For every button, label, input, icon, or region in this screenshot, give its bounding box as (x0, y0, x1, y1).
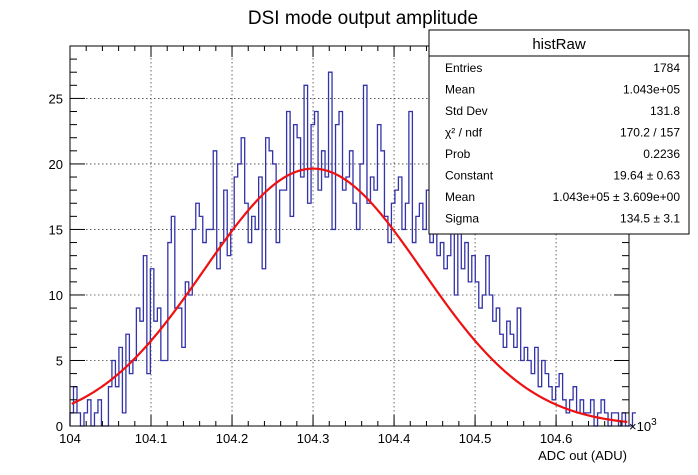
stats-row-value: 134.5 ± 3.1 (620, 212, 680, 226)
stats-row-label: χ² / ndf (445, 126, 483, 140)
histogram-series (69, 71, 636, 427)
y-tick-label: 25 (49, 91, 63, 106)
stats-row-label: Entries (445, 61, 482, 75)
chart-title: DSI mode output amplitude (248, 8, 478, 29)
y-tick-label: 10 (49, 288, 63, 303)
stats-row-label: Mean (445, 190, 475, 204)
stats-box: histRaw Entries 1784 Mean 1.043e+05 Std Dev 13… (428, 29, 690, 235)
stats-row-label: Std Dev (445, 104, 488, 118)
y-tick-label: 0 (56, 419, 63, 434)
stats-row-label: Constant (445, 169, 494, 183)
x-tick-label: 104.4 (378, 431, 411, 446)
x-tick-label: 104.3 (297, 431, 330, 446)
x-axis-label: ADC out (ADU) (538, 448, 627, 463)
stats-row-label: Mean (445, 83, 475, 97)
axes: 104 104.1 104.2 104.3 104.4 104.5 104.6 0 5 10 15 2… (49, 46, 629, 446)
x-tick-label: 104 (59, 431, 81, 446)
stats-row-value: 131.8 (650, 104, 680, 118)
y-tick-label: 15 (49, 222, 63, 237)
gaussian-fit-curve (71, 167, 628, 424)
stats-row-label: Sigma (445, 212, 479, 226)
y-tick-label: 5 (56, 353, 63, 368)
x-tick-label: 104.6 (540, 431, 573, 446)
stats-row-value: 1.043e+05 (623, 83, 680, 97)
x-multiplier-exponent: 3 (651, 417, 657, 428)
x-tick-label: 104.5 (459, 431, 492, 446)
stats-row-value: 0.2236 (643, 147, 680, 161)
x-axis-multiplier: ×103 (629, 417, 657, 434)
x-tick-label: 104.1 (135, 431, 168, 446)
plot-frame (69, 45, 630, 427)
stats-row-value: 19.64 ± 0.63 (613, 169, 680, 183)
x-tick-label: 104.2 (216, 431, 249, 446)
stats-box-frame (428, 29, 690, 235)
stats-row-label: Prob (445, 147, 471, 161)
stats-row-value: 1.043e+05 ± 3.609e+00 (553, 190, 681, 204)
stats-row-value: 170.2 / 157 (620, 126, 680, 140)
stats-row-value: 1784 (653, 61, 680, 75)
stats-box-title: histRaw (532, 36, 586, 53)
x-multiplier-base: ×10 (629, 419, 651, 434)
y-tick-label: 20 (49, 157, 63, 172)
